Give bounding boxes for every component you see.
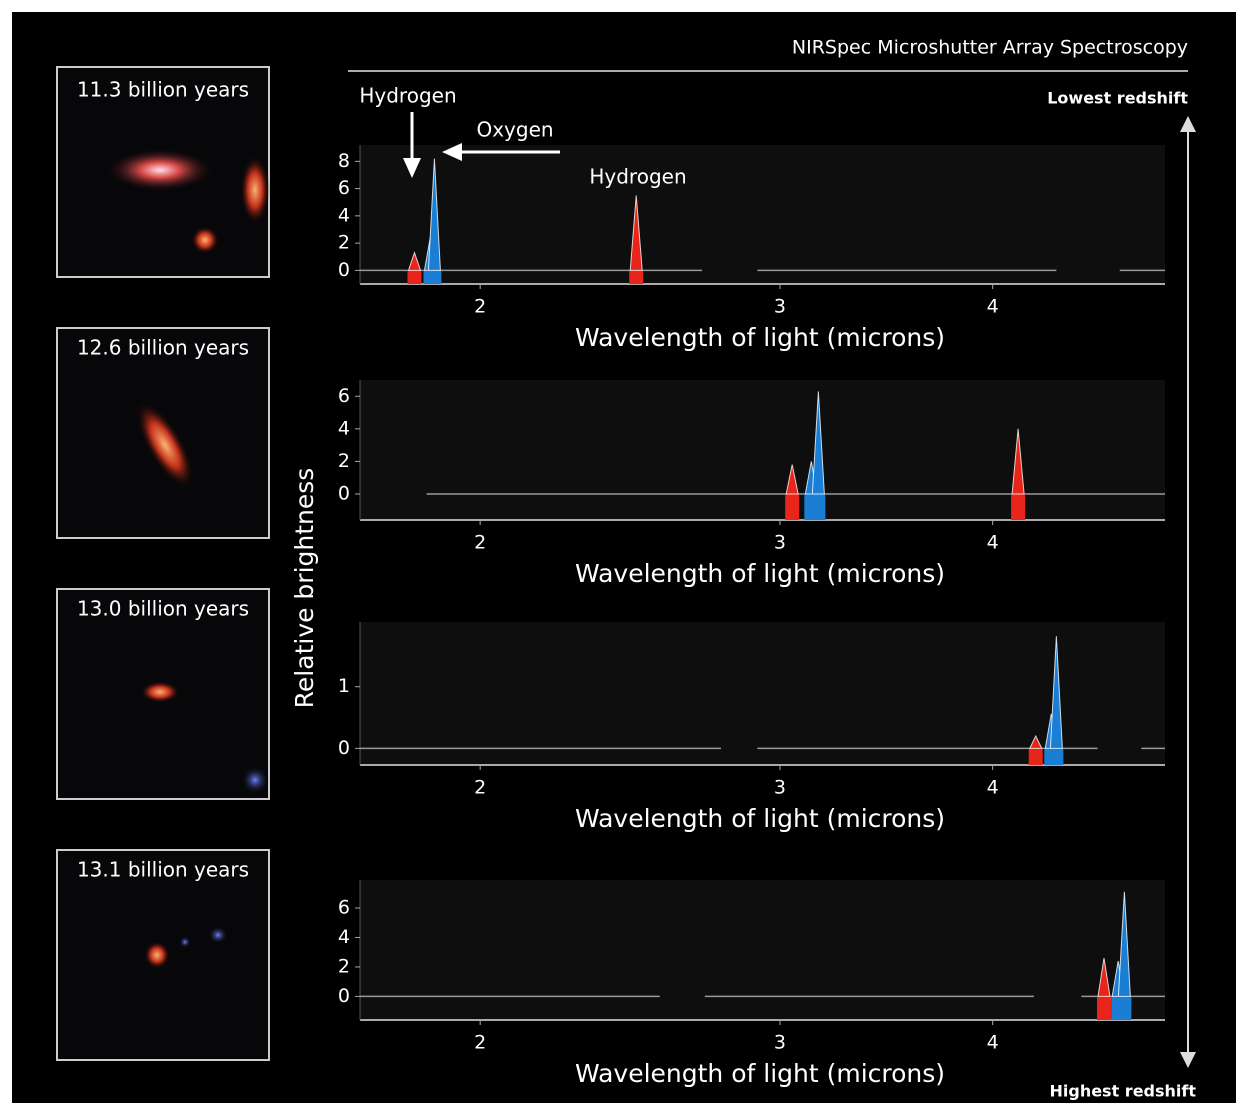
- y-tick-label: 2: [338, 232, 350, 254]
- y-tick-label: 4: [338, 204, 350, 226]
- x-tick-label: 3: [774, 532, 786, 554]
- y-axis-label: Relative brightness: [290, 468, 319, 709]
- y-tick-label: 8: [338, 150, 350, 172]
- line-band: [1011, 494, 1025, 520]
- x-tick-label: 2: [474, 777, 486, 799]
- plot-area: [360, 380, 1165, 520]
- x-tick-label: 4: [987, 1032, 999, 1054]
- x-axis-label: Wavelength of light (microns): [575, 1059, 945, 1088]
- line-band: [1029, 748, 1043, 765]
- image-label: 13.0 billion years: [77, 597, 249, 621]
- galaxy-image: [57, 589, 269, 799]
- y-tick-label: 4: [338, 926, 350, 948]
- line-band: [629, 270, 643, 284]
- x-tick-label: 4: [987, 532, 999, 554]
- plot-area: [360, 880, 1165, 1020]
- x-axis-label: Wavelength of light (microns): [575, 804, 945, 833]
- galaxy-image: [57, 850, 269, 1060]
- x-axis-label: Wavelength of light (microns): [575, 323, 945, 352]
- line-band: [1097, 996, 1111, 1020]
- x-tick-label: 4: [987, 296, 999, 318]
- annotation: Hydrogen: [359, 84, 456, 108]
- y-tick-label: 0: [338, 985, 350, 1007]
- line-band: [407, 270, 421, 284]
- x-tick-label: 3: [774, 1032, 786, 1054]
- line-band: [427, 270, 441, 284]
- x-axis-label: Wavelength of light (microns): [575, 559, 945, 588]
- x-tick-label: 2: [474, 296, 486, 318]
- header-title: NIRSpec Microshutter Array Spectroscopy: [792, 37, 1188, 59]
- image-label: 12.6 billion years: [77, 336, 249, 360]
- y-tick-label: 0: [338, 482, 350, 504]
- y-tick-label: 0: [338, 737, 350, 759]
- y-tick-label: 4: [338, 417, 350, 439]
- plot-area: [360, 622, 1165, 765]
- x-tick-label: 2: [474, 1032, 486, 1054]
- line-band: [785, 494, 799, 520]
- y-tick-label: 6: [338, 385, 350, 407]
- top-label: Lowest redshift: [1047, 89, 1188, 108]
- line-band: [1117, 996, 1131, 1020]
- image-label: 11.3 billion years: [77, 78, 249, 102]
- y-tick-label: 2: [338, 955, 350, 977]
- x-tick-label: 3: [774, 777, 786, 799]
- line-band: [811, 494, 825, 520]
- galaxy-image: [57, 328, 269, 538]
- y-tick-label: 6: [338, 897, 350, 919]
- annotation: Hydrogen: [589, 165, 686, 189]
- x-tick-label: 2: [474, 532, 486, 554]
- x-tick-label: 3: [774, 296, 786, 318]
- plot-area: [360, 145, 1165, 284]
- page: NIRSpec Microshutter Array Spectroscopy …: [0, 0, 1246, 1103]
- image-label: 13.1 billion years: [77, 858, 249, 882]
- y-tick-label: 2: [338, 450, 350, 472]
- line-band: [1049, 748, 1063, 765]
- y-tick-label: 1: [338, 675, 350, 697]
- annotation: Oxygen: [476, 118, 553, 142]
- y-tick-label: 6: [338, 177, 350, 199]
- bottom-label: Highest redshift: [1049, 1082, 1196, 1101]
- x-tick-label: 4: [987, 777, 999, 799]
- y-tick-label: 0: [338, 259, 350, 281]
